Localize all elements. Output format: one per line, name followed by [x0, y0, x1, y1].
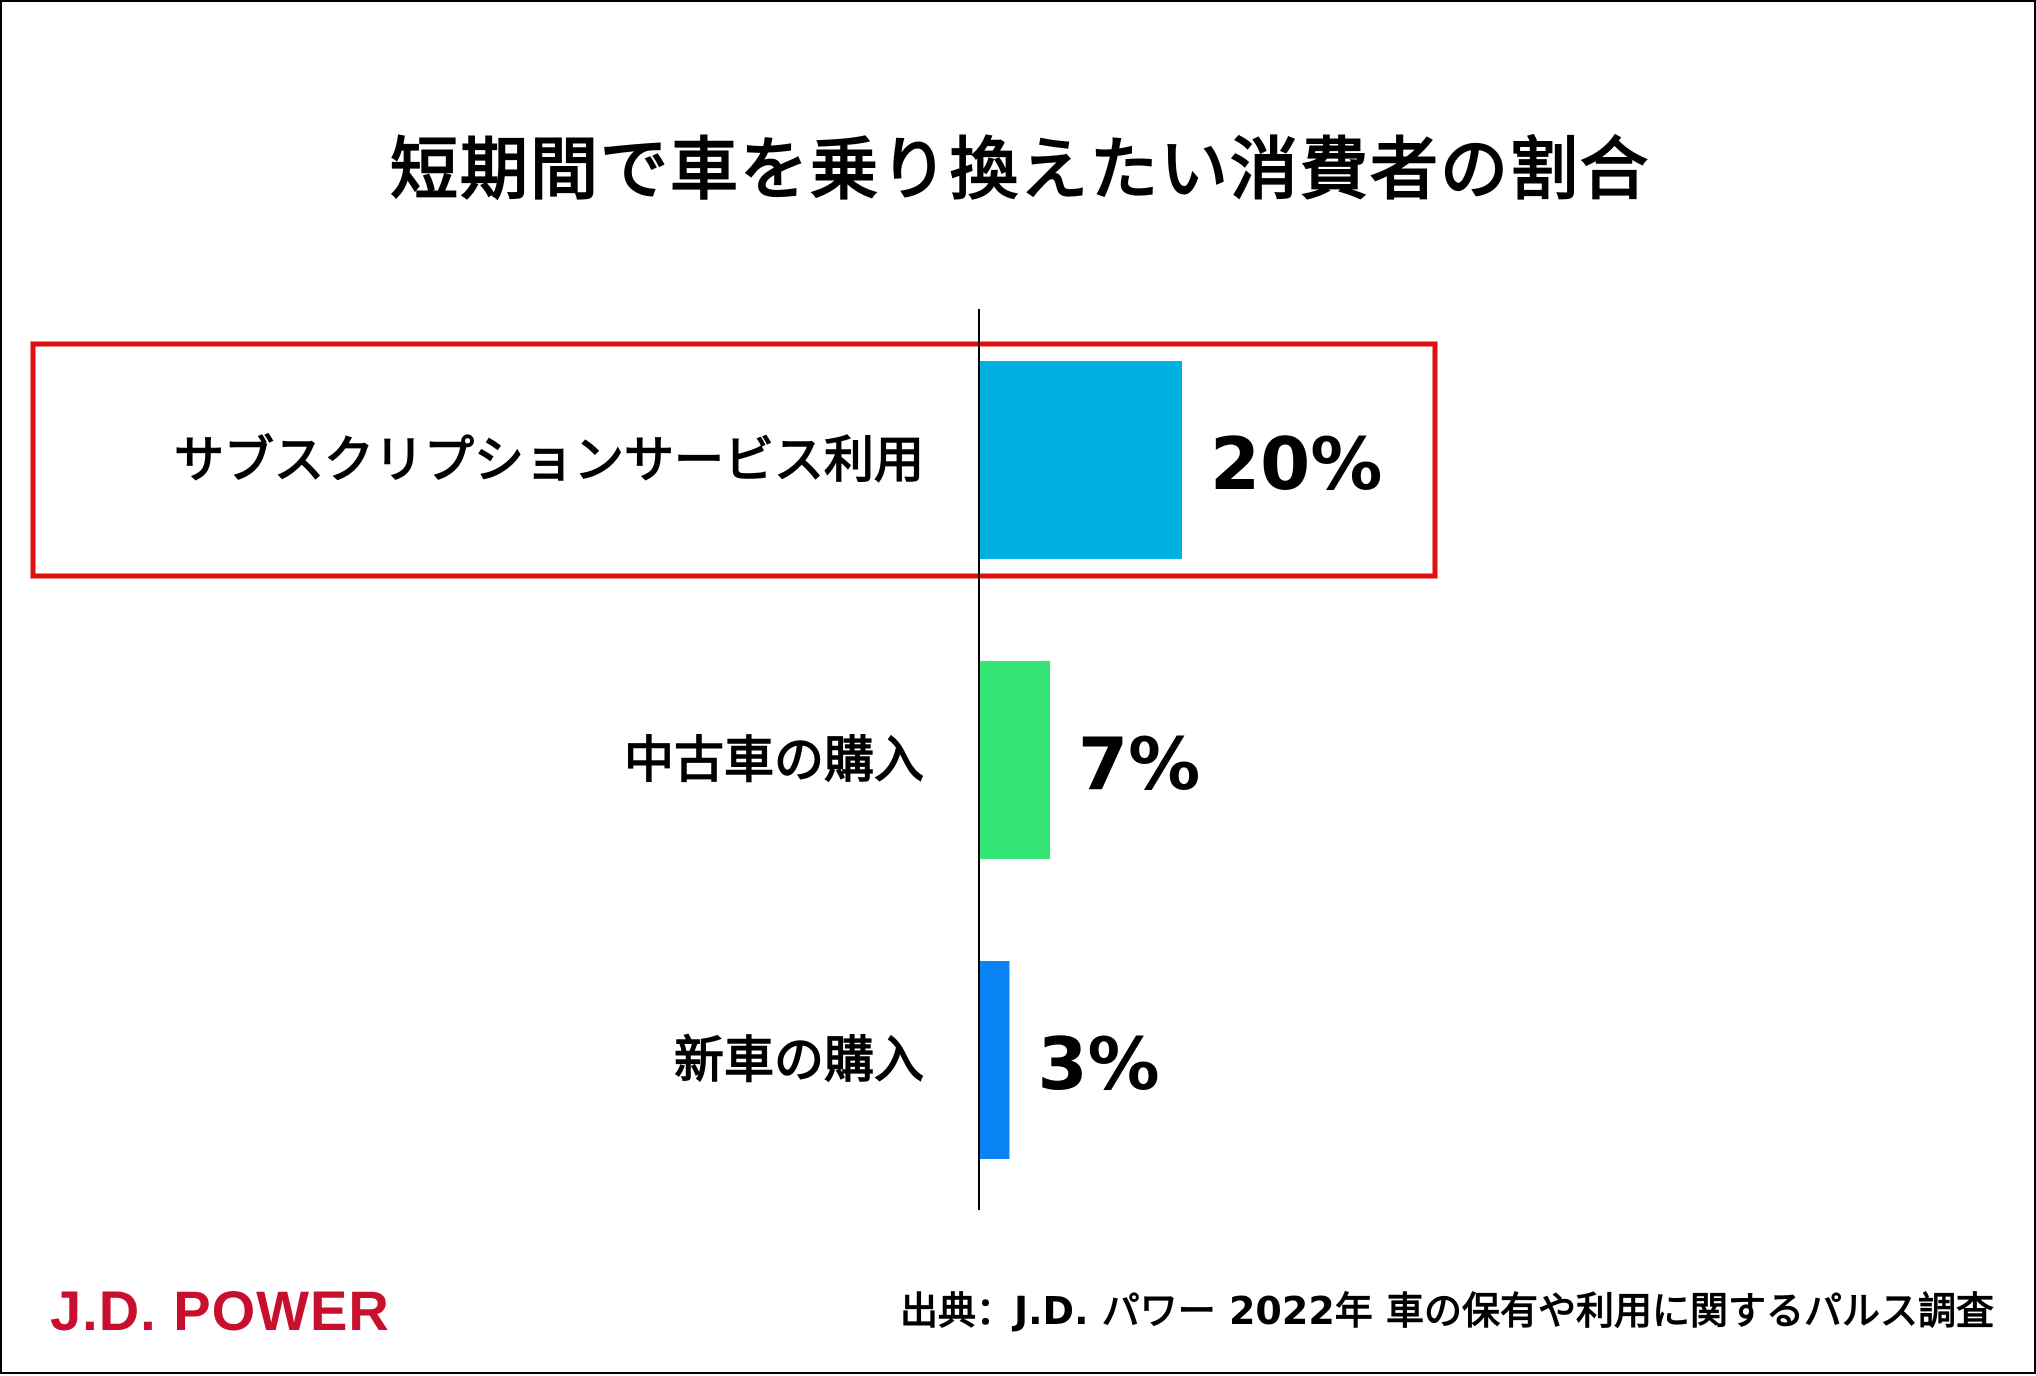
- value-label-3: 3%: [1037, 1022, 1159, 1106]
- bar-2: [979, 661, 1051, 859]
- bar-1: [979, 361, 1182, 559]
- source-note: 出典：J.D. パワー 2022年 車の保有や利用に関するパルス調査: [899, 1289, 1994, 1333]
- category-label-1: サブスクリプションサービス利用: [174, 431, 924, 489]
- highlight-box: [30, 341, 1438, 579]
- chart-title: 短期間で車を乗り換えたい消費者の割合: [389, 131, 1650, 210]
- bar-3: [979, 961, 1010, 1159]
- value-label-1: 20%: [1210, 422, 1382, 506]
- category-label-2: 中古車の購入: [624, 731, 924, 789]
- jd-power-logo: J.D. POWER: [50, 1279, 390, 1342]
- category-label-3: 新車の購入: [674, 1031, 924, 1089]
- value-label-2: 7%: [1078, 722, 1200, 806]
